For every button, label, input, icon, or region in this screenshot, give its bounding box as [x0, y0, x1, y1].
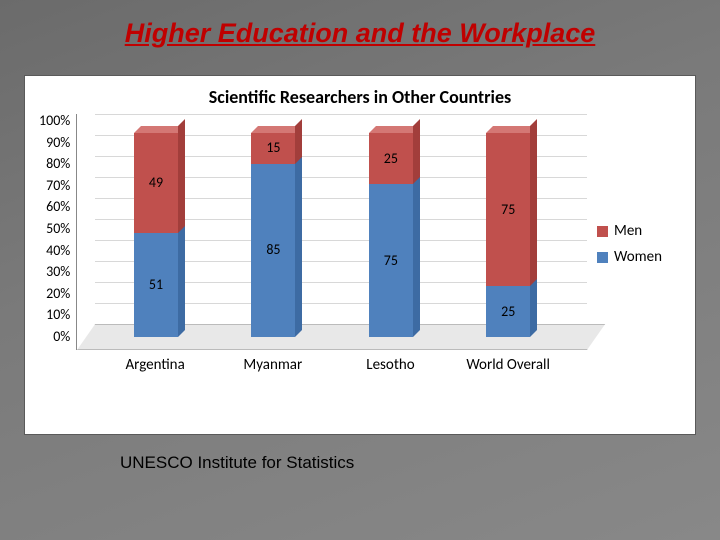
data-label-men: 25: [369, 150, 413, 167]
y-tick: 30%: [46, 265, 70, 279]
y-tick: 50%: [46, 222, 70, 236]
legend-label: Women: [614, 248, 662, 266]
slide-title: Higher Education and the Workplace: [0, 0, 720, 57]
legend: Men Women: [587, 114, 681, 374]
y-tick: 20%: [46, 287, 70, 301]
bar-column: 51 49: [134, 133, 178, 337]
bar-column: 85 15: [251, 133, 295, 337]
y-tick: 100%: [39, 114, 70, 128]
y-tick: 70%: [46, 179, 70, 193]
plot-area: 51 49 85 15 75 25 25 75: [76, 114, 587, 350]
x-label: Myanmar: [214, 356, 332, 374]
source-citation: UNESCO Institute for Statistics: [120, 453, 720, 473]
y-axis: 100% 90% 80% 70% 60% 50% 40% 30% 20% 10% 0%: [39, 114, 76, 344]
data-label-women: 51: [134, 276, 178, 293]
y-tick: 40%: [46, 244, 70, 258]
y-tick: 90%: [46, 136, 70, 150]
data-label-men: 15: [251, 139, 295, 156]
data-label-women: 25: [486, 303, 530, 320]
bar-column: 25 75: [486, 133, 530, 337]
plot-and-legend: 51 49 85 15 75 25 25 75 ArgentinaMyanmarLesotho…: [76, 114, 681, 374]
legend-item: Men: [597, 222, 681, 240]
y-tick: 80%: [46, 157, 70, 171]
x-label: Lesotho: [332, 356, 450, 374]
data-label-men: 49: [134, 174, 178, 191]
chart-container: Scientific Researchers in Other Countrie…: [24, 75, 696, 435]
y-tick: 60%: [46, 200, 70, 214]
x-axis-labels: ArgentinaMyanmarLesothoWorld Overall: [76, 350, 587, 374]
x-label: Argentina: [96, 356, 214, 374]
legend-item: Women: [597, 248, 681, 266]
y-tick: 10%: [46, 308, 70, 322]
y-tick: 0%: [53, 330, 70, 344]
bars-container: 51 49 85 15 75 25 25 75: [77, 114, 587, 350]
legend-swatch: [597, 252, 608, 263]
chart-title: Scientific Researchers in Other Countrie…: [39, 86, 681, 108]
bar-column: 75 25: [369, 133, 413, 337]
data-label-women: 85: [251, 241, 295, 258]
legend-label: Men: [614, 222, 642, 240]
legend-swatch: [597, 226, 608, 237]
data-label-women: 75: [369, 252, 413, 269]
x-label: World Overall: [449, 356, 567, 374]
plot-wrap: 100% 90% 80% 70% 60% 50% 40% 30% 20% 10% 0% 51 49 85…: [39, 114, 681, 374]
data-label-men: 75: [486, 201, 530, 218]
